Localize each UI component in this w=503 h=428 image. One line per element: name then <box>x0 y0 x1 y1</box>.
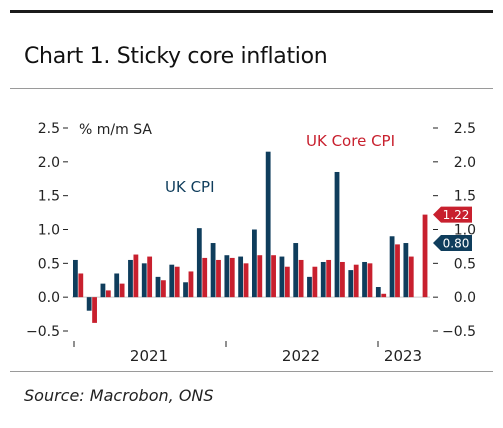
x-year-label: 2022 <box>282 347 320 365</box>
y-tick-label-left: 2.0 <box>38 155 60 171</box>
uk-cpi-bar <box>169 264 175 298</box>
y-tick-label-right: 1.0 <box>454 223 476 239</box>
uk-core-cpi-bar <box>408 256 414 298</box>
uk-core-cpi-bar <box>133 254 139 298</box>
y-tick-label-left: 1.5 <box>38 189 60 205</box>
uk-core-cpi-bar <box>353 264 359 298</box>
uk-core-cpi-bar <box>312 266 318 298</box>
uk-core-cpi-bar <box>92 297 97 323</box>
uk-cpi-bar <box>196 228 202 298</box>
uk-core-cpi-bar <box>174 266 180 298</box>
y-tick-label-left: 0.5 <box>38 256 60 272</box>
uk-core-cpi-bar <box>284 266 290 298</box>
y-tick-label-right: 2.0 <box>454 155 476 171</box>
uk-cpi-bar <box>348 270 354 298</box>
uk-cpi-bar <box>293 243 299 298</box>
uk-cpi-bar <box>210 243 216 298</box>
uk-cpi-bar <box>320 261 326 298</box>
uk-core-cpi-bar <box>216 259 221 298</box>
uk-core-cpi-bar <box>105 290 111 298</box>
y-tick-label-right: 0.5 <box>454 256 476 272</box>
uk-core-cpi-bar <box>381 293 387 298</box>
uk-cpi-bar <box>403 243 409 298</box>
x-year-label: 2021 <box>130 347 168 365</box>
uk-core-cpi-bar <box>422 214 428 298</box>
uk-cpi-last-tag <box>433 235 472 252</box>
y-tick-label-right: 0.0 <box>454 290 476 306</box>
uk-cpi-bar <box>86 297 92 311</box>
y-tick-label-right: −0.5 <box>442 324 476 340</box>
uk-core-cpi-bar <box>395 244 400 298</box>
uk-cpi-bar <box>375 287 381 298</box>
source-note: Source: Macrobon, ONS <box>24 386 214 405</box>
uk-core-cpi-bar <box>326 259 332 298</box>
uk-cpi-bar <box>238 256 244 298</box>
x-year-label: 2023 <box>384 347 422 365</box>
uk-cpi-bar <box>334 171 340 298</box>
uk-cpi-bar <box>73 259 78 298</box>
uk-core-cpi-bar <box>188 271 194 298</box>
uk-core-cpi-bar <box>202 257 208 298</box>
uk-cpi-bar <box>100 283 106 298</box>
legend-uk-cpi: UK CPI <box>165 178 215 196</box>
y-axis-label: % m/m SA <box>79 122 152 138</box>
uk-core-cpi-bar <box>147 256 153 298</box>
uk-cpi-bar <box>389 236 395 298</box>
uk-cpi-bar <box>252 229 257 298</box>
uk-core-cpi-bar <box>340 261 345 298</box>
uk-cpi-bar <box>114 273 120 298</box>
y-tick-label-left: −0.5 <box>26 324 60 340</box>
y-tick-label-right: 2.5 <box>454 121 476 137</box>
y-tick-label-left: 1.0 <box>38 223 60 239</box>
uk-cpi-bar <box>307 276 312 298</box>
y-tick-label-right: 1.5 <box>454 189 476 205</box>
chart-card: Chart 1. Sticky core inflation Source: M… <box>10 10 493 418</box>
uk-cpi-bar <box>265 151 271 298</box>
uk-core-cpi-bar <box>119 283 125 298</box>
uk-cpi-last-value-label: 0.80 <box>443 237 470 251</box>
uk-core-cpi-last-tag <box>433 206 472 223</box>
uk-cpi-bar <box>224 255 230 298</box>
uk-core-cpi-bar <box>271 255 276 298</box>
footer-divider <box>10 371 493 372</box>
chart-title: Chart 1. Sticky core inflation <box>24 44 328 69</box>
uk-cpi-bar <box>183 282 188 298</box>
uk-cpi-bar <box>128 259 133 298</box>
uk-core-cpi-bar <box>298 259 304 298</box>
uk-cpi-bar <box>279 256 285 298</box>
top-rule <box>10 10 493 13</box>
uk-core-cpi-bar <box>257 255 263 298</box>
uk-core-cpi-last-value-label: 1.22 <box>443 208 470 222</box>
uk-cpi-bar <box>155 276 161 298</box>
uk-core-cpi-bar <box>229 257 235 298</box>
uk-core-cpi-bar <box>243 263 249 298</box>
uk-cpi-bar <box>141 263 147 298</box>
legend-uk-core-cpi: UK Core CPI <box>306 132 395 150</box>
title-divider <box>10 88 493 89</box>
uk-cpi-bar <box>362 261 367 298</box>
uk-core-cpi-bar <box>161 280 166 298</box>
uk-core-cpi-bar <box>78 273 84 298</box>
uk-core-cpi-bar <box>367 263 373 298</box>
y-tick-label-left: 2.5 <box>38 121 60 137</box>
y-tick-label-left: 0.0 <box>38 290 60 306</box>
